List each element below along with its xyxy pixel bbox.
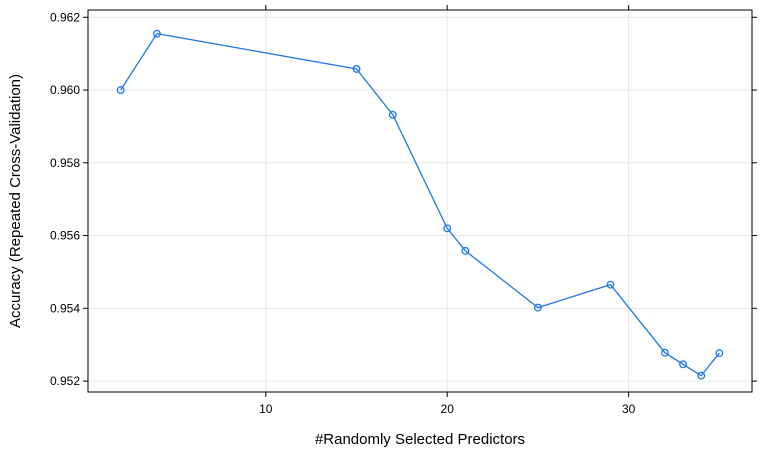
x-tick-label: 30 <box>622 402 636 416</box>
data-point <box>116 86 125 94</box>
y-tick-label: 0.958 <box>50 156 80 170</box>
data-point <box>443 224 452 233</box>
data-point <box>461 246 470 255</box>
y-tick-label: 0.952 <box>50 374 80 388</box>
y-tick-label: 0.954 <box>50 301 80 315</box>
plot-frame <box>87 9 753 393</box>
data-point <box>533 303 542 312</box>
y-axis-title: Accuracy (Repeated Cross-Validation) <box>7 74 24 328</box>
data-point <box>352 64 361 73</box>
x-tick-label: 10 <box>259 402 273 416</box>
x-tick-label: 20 <box>441 402 455 416</box>
series-group <box>116 29 724 380</box>
data-point <box>388 110 397 119</box>
x-axis-title: #Randomly Selected Predictors <box>315 431 525 448</box>
data-point <box>660 348 669 357</box>
data-point <box>715 349 724 358</box>
grid-lines <box>88 10 752 392</box>
data-point <box>697 371 706 380</box>
data-point <box>679 360 688 369</box>
y-axis: 0.952 0.954 0.956 0.958 0.960 0.962 <box>50 10 757 388</box>
series-line <box>120 32 720 377</box>
y-tick-label: 0.962 <box>50 10 80 24</box>
y-tick-label: 0.956 <box>50 229 80 243</box>
data-point <box>152 29 161 38</box>
data-point <box>606 280 615 289</box>
y-tick-label: 0.960 <box>50 83 80 97</box>
x-axis: 10 20 30 <box>259 5 636 416</box>
